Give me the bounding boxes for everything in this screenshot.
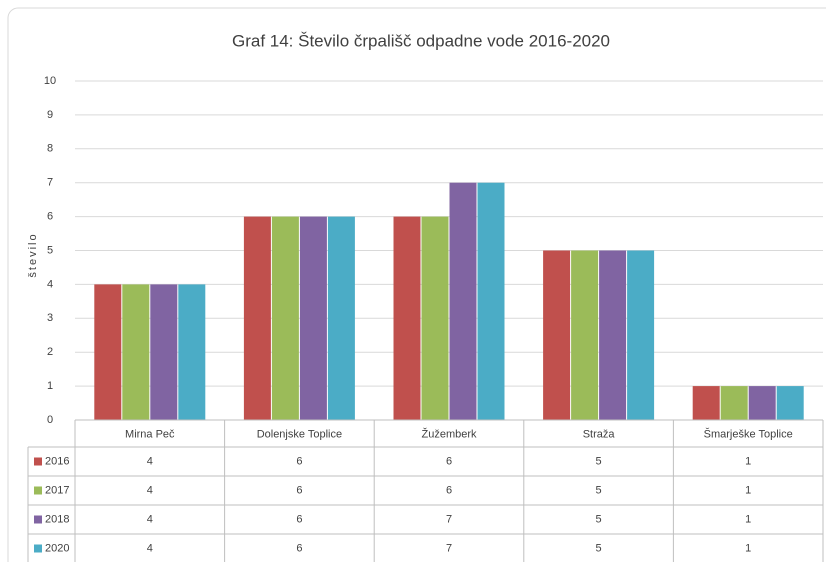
table-value: 1 xyxy=(745,513,751,525)
table-value: 4 xyxy=(147,513,153,525)
y-tick-label: 3 xyxy=(47,312,53,324)
y-tick-label: 0 xyxy=(47,414,53,426)
bar xyxy=(571,250,599,420)
y-tick-label: 4 xyxy=(47,278,53,290)
bar xyxy=(599,250,627,420)
x-tick-label: Straža xyxy=(583,428,616,440)
table-value: 5 xyxy=(596,513,602,525)
table-value: 6 xyxy=(446,484,452,496)
bar xyxy=(776,386,804,420)
table-value: 6 xyxy=(446,455,452,467)
y-axis-label: število xyxy=(27,232,39,277)
table-value: 7 xyxy=(446,542,452,554)
legend-label: 2016 xyxy=(45,455,69,467)
table-value: 6 xyxy=(296,484,302,496)
legend-label: 2017 xyxy=(45,484,69,496)
y-tick-label: 8 xyxy=(47,143,53,155)
table-value: 1 xyxy=(745,455,751,467)
x-tick-label: Šmarješke Toplice xyxy=(704,427,793,440)
bar xyxy=(449,182,477,420)
bar xyxy=(748,386,776,420)
bar xyxy=(692,386,720,420)
bar xyxy=(122,284,150,420)
table-value: 4 xyxy=(147,542,153,554)
legend-swatch xyxy=(34,457,42,466)
x-tick-label: Dolenjske Toplice xyxy=(257,428,342,440)
y-tick-label: 7 xyxy=(47,177,53,189)
bar xyxy=(94,284,122,420)
legend-swatch xyxy=(34,515,42,524)
table-value: 6 xyxy=(296,513,302,525)
table-value: 1 xyxy=(745,484,751,496)
table-value: 4 xyxy=(147,484,153,496)
bar xyxy=(720,386,748,420)
chart-title: Graf 14: Število črpališč odpadne vode 2… xyxy=(232,31,610,50)
y-tick-label: 2 xyxy=(47,346,53,358)
y-tick-label: 6 xyxy=(47,211,53,223)
table-value: 6 xyxy=(296,542,302,554)
x-tick-label: Žužemberk xyxy=(421,427,477,440)
bar xyxy=(150,284,178,420)
table-value: 5 xyxy=(596,542,602,554)
bar xyxy=(299,216,327,420)
table-value: 6 xyxy=(296,455,302,467)
x-tick-label: Mirna Peč xyxy=(125,428,175,440)
bar xyxy=(178,284,206,420)
legend-label: 2018 xyxy=(45,513,69,525)
legend-label: 2020 xyxy=(45,542,69,554)
bar xyxy=(543,250,571,420)
y-tick-label: 9 xyxy=(47,109,53,121)
y-tick-label: 5 xyxy=(47,244,53,256)
y-tick-label: 1 xyxy=(47,380,53,392)
bar xyxy=(271,216,299,420)
legend-swatch xyxy=(34,486,42,495)
legend-swatch xyxy=(34,544,42,553)
table-value: 1 xyxy=(745,542,751,554)
bar xyxy=(243,216,271,420)
table-value: 5 xyxy=(596,455,602,467)
bar xyxy=(421,216,449,420)
bar xyxy=(393,216,421,420)
y-tick-label: 10 xyxy=(44,75,56,87)
bar xyxy=(477,182,505,420)
bar xyxy=(627,250,655,420)
table-value: 7 xyxy=(446,513,452,525)
table-value: 5 xyxy=(596,484,602,496)
bar xyxy=(327,216,355,420)
table-value: 4 xyxy=(147,455,153,467)
